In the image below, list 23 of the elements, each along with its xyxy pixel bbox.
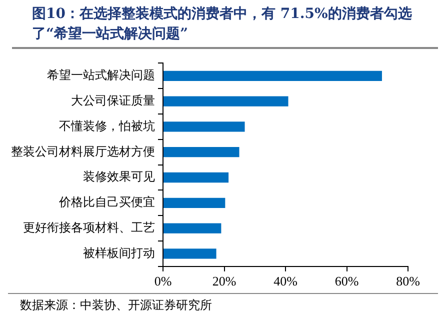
bar — [164, 147, 240, 158]
y-tick-label: 被样板间打动 — [83, 246, 155, 260]
x-tick-label: 60% — [334, 274, 359, 289]
x-tick-label: 20% — [212, 274, 236, 289]
y-tick-label: 更好衔接各项材料、工艺 — [23, 220, 155, 234]
x-tick-label: 40% — [274, 274, 298, 289]
bar — [164, 248, 216, 259]
y-tick-label: 希望一站式解决问题 — [47, 68, 155, 82]
bar — [164, 70, 382, 81]
bar — [164, 122, 245, 132]
y-tick-label: 不懂装修，怕被坑 — [59, 118, 155, 133]
y-tick-label: 价格比自己买便宜 — [58, 195, 155, 210]
x-tick-label: 0% — [154, 274, 172, 289]
bar — [164, 96, 288, 106]
x-tick-label: 80% — [396, 274, 420, 289]
chart-title: 图10：在选择整装模式的消费者中，有 71.5%的消费者勾选了“希望一站式解决问题” — [12, 4, 438, 49]
bar — [164, 223, 222, 234]
y-tick-label: 装修效果可见 — [83, 170, 155, 184]
source-note: 数据来源：中装协、开源证券研究所 — [8, 293, 438, 314]
bar — [164, 198, 226, 208]
y-tick-label: 整装公司材料展厅选材方便 — [11, 144, 155, 158]
y-tick-label: 大公司保证质量 — [71, 93, 155, 108]
bar — [164, 172, 229, 183]
